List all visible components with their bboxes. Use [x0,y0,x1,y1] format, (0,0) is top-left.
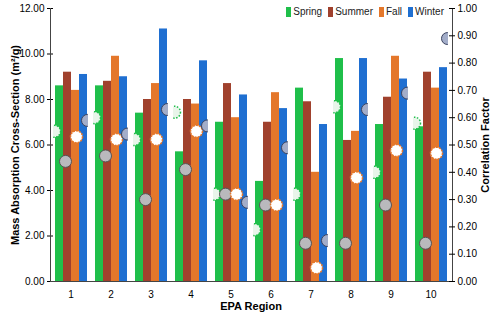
svg-text:Correlation Factor: Correlation Factor [479,97,491,193]
svg-text:5: 5 [228,289,234,300]
svg-text:0.40: 0.40 [458,167,478,178]
svg-text:8.00: 8.00 [25,94,45,105]
svg-text:0.10: 0.10 [458,248,478,259]
html-text:Spring: Spring [293,6,323,17]
svg-text:0.80: 0.80 [458,57,478,68]
svg-text:0.30: 0.30 [458,194,478,205]
svg-text:Mass Absorption Cross-Section: Mass Absorption Cross-Section (m²/g) [9,45,21,245]
svg-text:3: 3 [148,289,154,300]
svg-text:0.50: 0.50 [458,139,478,150]
html-text:Summer: Summer [335,6,373,17]
svg-text:0.70: 0.70 [458,85,478,96]
svg-text:1: 1 [68,289,74,300]
svg-text:1.00: 1.00 [458,3,478,14]
svg-text:0.00: 0.00 [25,276,45,287]
svg-text:2.00: 2.00 [25,230,45,241]
svg-text:0.00: 0.00 [458,276,478,287]
html-text:Fall: Fall [386,6,403,17]
svg-text:10: 10 [425,289,437,300]
svg-text:0.90: 0.90 [458,30,478,41]
svg-text:10.00: 10.00 [19,48,44,59]
svg-text:9: 9 [388,289,394,300]
svg-text:4: 4 [188,289,194,300]
svg-text:6: 6 [268,289,274,300]
svg-text:6.00: 6.00 [25,139,45,150]
html-text:Winter: Winter [415,6,444,17]
svg-text:4.00: 4.00 [25,185,45,196]
svg-text:8: 8 [348,289,354,300]
svg-text:0.60: 0.60 [458,112,478,123]
svg-text:12.00: 12.00 [19,3,44,14]
svg-text:EPA Region: EPA Region [220,300,282,312]
svg-text:7: 7 [308,289,314,300]
svg-text:2: 2 [108,289,114,300]
svg-text:0.20: 0.20 [458,221,478,232]
